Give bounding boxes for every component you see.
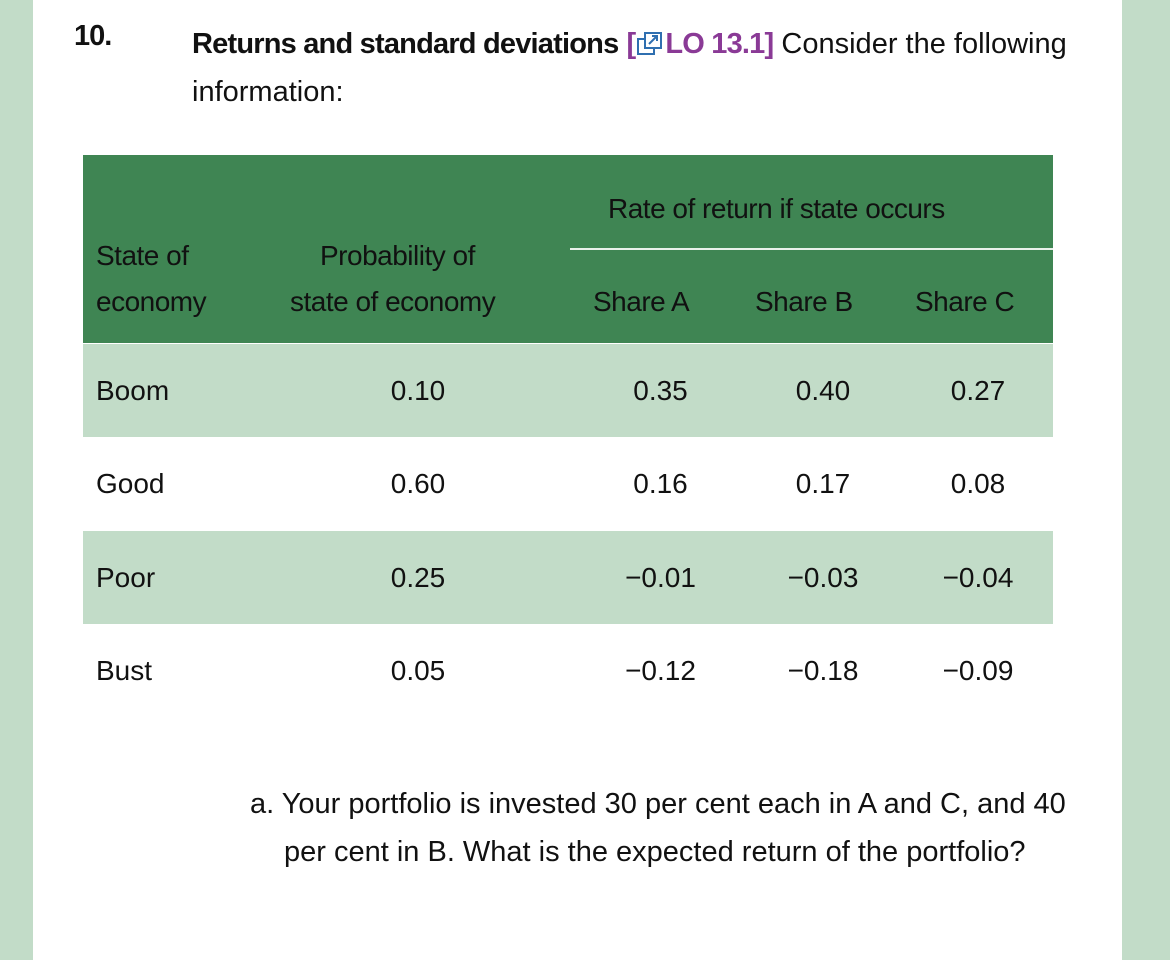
state-cell: Poor [96,562,156,593]
header-state-l2: economy [96,286,207,317]
header-divider [570,248,1053,250]
share-c-cell: 0.27 [950,375,1006,406]
prob-cell: 0.25 [390,562,446,593]
table-row-boom: Boom 0.10 0.35 0.40 0.27 [83,344,1053,437]
share-a-cell: −0.12 [625,655,696,686]
share-c-cell: −0.09 [942,655,1014,686]
header-share-b: Share B [755,286,853,317]
state-cell: Boom [96,375,170,406]
external-link-icon [637,32,663,55]
header-state-l1: State of [96,240,189,271]
share-a-cell: 0.35 [633,375,688,406]
header-prob-l2: state of economy [290,286,496,317]
lo-link[interactable]: [LO 13.1] [626,28,774,60]
share-b-cell: 0.40 [795,375,851,406]
header-share-c: Share C [915,286,1015,317]
state-cell: Bust [96,655,153,686]
state-cell: Good [96,468,165,499]
share-a-cell: −0.01 [625,562,696,593]
prob-cell: 0.05 [390,655,446,686]
share-c-cell: 0.08 [950,468,1006,499]
header-share-a: Share A [593,286,690,317]
table-row-poor: Poor 0.25 −0.01 −0.03 −0.04 [83,531,1053,624]
header-prob-l1: Probability of [320,240,475,271]
header-group-rate-of-return: Rate of return if state occurs [608,193,945,224]
prob-cell: 0.10 [390,375,446,406]
question-title: Returns and standard deviations [192,28,619,60]
share-b-cell: −0.18 [787,655,859,686]
share-b-cell: 0.17 [795,468,851,499]
prob-cell: 0.60 [390,468,446,499]
share-a-cell: 0.16 [633,468,688,499]
right-margin-strip [1122,0,1170,960]
table-row-good: Good 0.60 0.16 0.17 0.08 [83,437,1053,530]
share-c-cell: −0.04 [942,562,1014,593]
part-a: a. Your portfolio is invested 30 per cen… [250,780,1070,876]
part-a-text: a. Your portfolio is invested 30 per cen… [250,788,1066,868]
question-number: 10. [74,20,112,52]
table-row-bust: Bust 0.05 −0.12 −0.18 −0.09 [83,624,1053,717]
share-b-cell: −0.03 [787,562,859,593]
left-margin-strip [0,0,33,960]
question-text: Returns and standard deviations [LO 13.1… [192,28,1067,108]
